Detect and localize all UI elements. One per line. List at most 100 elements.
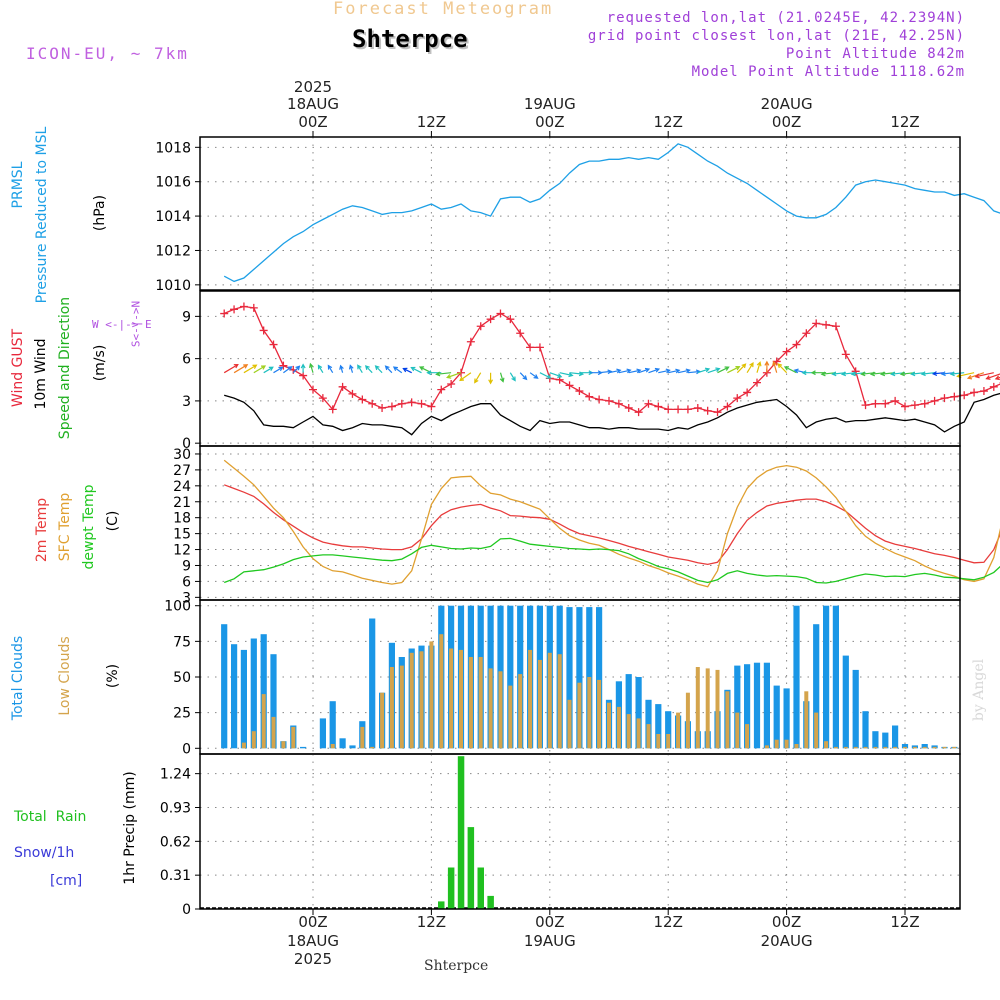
y-tick-label: 50 <box>173 670 191 686</box>
gust-marker <box>822 320 831 329</box>
wind-arrow <box>263 366 274 374</box>
bottom-date-label: 19AUG <box>523 932 576 950</box>
wind-arrow <box>300 363 306 373</box>
panel-2: 0 3 6 9 <box>182 290 1000 452</box>
gust-marker <box>772 357 781 366</box>
bottom-time-label: 12Z <box>890 913 920 931</box>
gust-marker <box>940 394 949 403</box>
gust-marker <box>910 401 919 410</box>
top-year-label: 2025 <box>293 78 333 96</box>
total-cloud-bar <box>852 669 859 749</box>
y-tick-label: 1012 <box>155 243 191 259</box>
wind-arrow <box>985 373 1000 380</box>
panel-frame <box>199 753 961 910</box>
total-cloud-bar <box>842 655 849 749</box>
panel-5: 0 0.31 0.62 0.93 1.24 <box>160 753 961 918</box>
gust-marker <box>476 322 485 331</box>
gust-marker <box>230 305 239 314</box>
cm-unit-label: [cm] <box>50 873 83 889</box>
total-cloud-bar <box>734 665 741 749</box>
gust-marker <box>239 302 248 311</box>
gust-marker <box>614 399 623 408</box>
gust-marker <box>466 337 475 346</box>
wind-arrow <box>966 372 985 380</box>
gust-marker <box>743 388 752 397</box>
wind-arrow <box>727 366 741 374</box>
low-cloud-bar <box>695 667 700 749</box>
total-cloud-bar <box>882 732 889 749</box>
wind-arrow <box>499 372 505 383</box>
total-cloud-bar <box>655 704 662 749</box>
wind-arrow <box>283 366 293 374</box>
wind-arrow <box>539 372 552 379</box>
low-cloud-bar <box>547 652 552 749</box>
wind-arrow <box>243 364 258 374</box>
y-tick-label: 0.62 <box>160 834 191 850</box>
wind-arrow <box>364 365 373 374</box>
low-cloud-bar <box>508 685 513 749</box>
gust-marker <box>812 319 821 328</box>
top-date-label: 20AUG <box>760 95 813 113</box>
gust-marker <box>496 309 505 318</box>
wind-arrow <box>488 372 494 385</box>
wind-arrow <box>777 363 788 374</box>
low-cloud-bar <box>271 716 276 749</box>
y-tick-label: 6 <box>182 352 191 368</box>
wind-arrow <box>317 364 324 374</box>
y-tick-label: 12 <box>173 543 191 559</box>
gust-marker <box>792 340 801 349</box>
low-cloud-bar <box>804 691 809 749</box>
y-tick-label: 25 <box>173 706 191 722</box>
wind-arrow <box>374 365 383 374</box>
gust-marker <box>486 315 495 324</box>
gust-marker <box>309 385 317 394</box>
low-cloud-bar <box>261 694 266 749</box>
low-cloud-bar <box>843 746 848 749</box>
y-tick-label: 9 <box>182 558 191 574</box>
bottom-date-label: 18AUG <box>287 932 339 950</box>
gust-marker <box>960 391 969 400</box>
wind-arrow <box>384 365 393 374</box>
y-tick-label: 6 <box>182 574 191 590</box>
gust-marker <box>338 382 347 391</box>
rain-bar <box>487 895 494 909</box>
gust-marker <box>831 322 840 331</box>
low-cloud-bar <box>735 712 740 749</box>
wind-arrow <box>697 367 711 374</box>
gust-marker <box>535 343 544 352</box>
low-cloud-bar <box>853 746 858 749</box>
y-tick-label: 0.93 <box>160 800 191 816</box>
rain-bar <box>477 867 484 909</box>
low-cloud-bar <box>370 746 375 749</box>
low-cloud-bar <box>952 746 957 749</box>
y-tick-label: 21 <box>173 495 191 511</box>
low-cloud-bar <box>824 741 829 749</box>
gust-marker <box>920 399 929 408</box>
gust-marker <box>654 402 663 411</box>
gust-marker <box>841 350 850 359</box>
total-cloud-bar <box>744 664 751 749</box>
gust-marker <box>447 380 456 388</box>
gust-marker <box>595 395 604 404</box>
low-cloud-bar <box>656 734 661 749</box>
wind-arrow <box>974 372 994 379</box>
low-cloud-bar <box>784 739 789 749</box>
low-cloud-bar <box>912 746 917 749</box>
gust-marker <box>644 399 653 408</box>
bottom-time-label: 12Z <box>416 913 447 931</box>
low-cloud-bar <box>636 718 641 749</box>
rain-bar <box>467 827 475 909</box>
gust-marker <box>378 403 387 412</box>
gust-marker <box>871 399 880 408</box>
wind-arrow <box>509 372 516 382</box>
wind-arrow <box>783 366 797 374</box>
total-cloud-bar <box>901 744 909 749</box>
total-cloud-bar <box>832 605 839 749</box>
series-line-2m-temp <box>223 484 1000 566</box>
wind-arrow <box>559 372 574 378</box>
rain-bar <box>457 756 465 909</box>
top-time-label: 12Z <box>653 113 683 131</box>
wind-arrow <box>668 368 681 374</box>
low-cloud-bar <box>903 746 907 749</box>
wind-arrow <box>327 364 334 374</box>
